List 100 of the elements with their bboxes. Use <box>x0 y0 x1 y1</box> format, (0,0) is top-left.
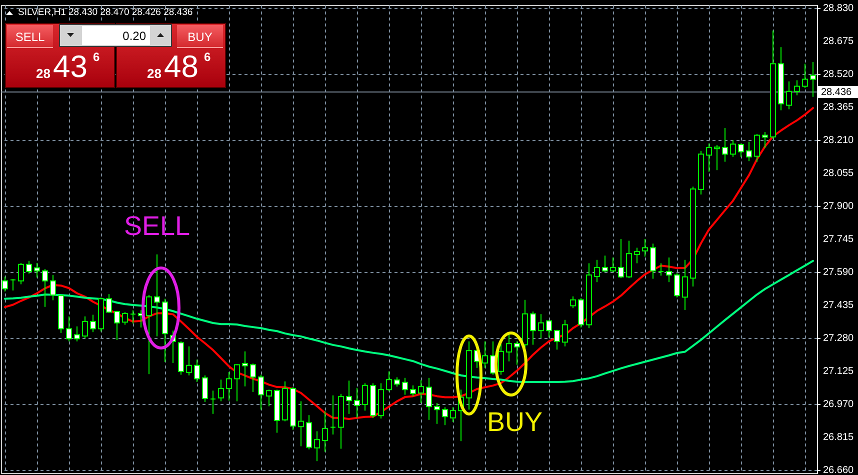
candlestick <box>226 371 232 402</box>
candlestick <box>514 340 520 366</box>
y-tick-label: 28.830 <box>823 3 854 14</box>
annotation: BUY <box>186 30 214 44</box>
y-tick-label: 27.590 <box>823 266 854 278</box>
candlestick <box>322 410 328 452</box>
candlestick <box>242 350 248 387</box>
candlestick <box>50 274 56 301</box>
candlestick <box>34 262 40 278</box>
candlestick <box>114 310 120 341</box>
candlestick <box>434 402 440 424</box>
ref-line-label: 28.436 <box>821 87 852 98</box>
candlestick <box>186 346 192 376</box>
candlestick <box>210 390 216 414</box>
candlestick <box>394 376 400 388</box>
annotation: 6 <box>93 50 100 64</box>
candlestick <box>554 329 560 350</box>
annotation: 28 <box>36 66 50 81</box>
candlestick <box>386 370 392 392</box>
candlestick <box>10 278 16 291</box>
candlestick <box>314 430 320 462</box>
candlestick <box>146 294 152 375</box>
annotation: BUY <box>487 407 543 437</box>
candlestick <box>674 272 680 298</box>
candlestick <box>218 379 224 402</box>
candlestick <box>570 296 576 309</box>
candlestick <box>18 262 24 285</box>
candlestick <box>682 259 688 311</box>
candlestick <box>2 276 8 292</box>
candlestick <box>802 63 808 88</box>
candlestick <box>410 384 416 397</box>
line-series <box>4 260 814 383</box>
candlestick <box>354 387 360 418</box>
candlestick <box>298 400 304 447</box>
y-tick-label: 28.210 <box>823 135 854 146</box>
annotation: SELL <box>14 30 46 44</box>
candlestick <box>266 389 272 407</box>
annotation: SELL <box>124 211 190 241</box>
candlestick <box>482 340 488 368</box>
candlestick <box>546 320 552 338</box>
candlestick <box>442 406 448 426</box>
candlestick <box>618 238 624 279</box>
candlestick <box>762 132 768 148</box>
candlestick <box>530 311 536 346</box>
candlestick <box>714 144 720 171</box>
candlestick <box>642 238 648 258</box>
y-tick-label: 28.675 <box>823 36 854 48</box>
candlestick <box>722 127 728 162</box>
candlestick <box>626 240 632 279</box>
candlestick <box>66 316 72 342</box>
candlestick <box>90 314 96 333</box>
candlestick <box>786 80 792 110</box>
annotation: 6 <box>204 50 211 64</box>
text-field: 0.20 <box>59 24 172 47</box>
candlestick <box>234 364 240 402</box>
y-tick-label: 28.365 <box>823 102 854 114</box>
candlestick <box>594 259 600 283</box>
y-tick-label: 27.280 <box>823 332 854 344</box>
chart-title: SILVER,H1 28.430 28.470 28.426 28.436 <box>18 7 193 18</box>
candlestick <box>130 310 136 324</box>
candlestick <box>738 142 744 158</box>
candlestick <box>42 268 48 308</box>
annotation: 0.20 <box>122 29 146 43</box>
candlestick <box>202 374 208 402</box>
y-tick-label: 26.815 <box>823 432 854 443</box>
candlestick <box>506 332 512 362</box>
candlestick <box>330 394 336 435</box>
candlestick <box>362 382 368 412</box>
y-tick-label: 28.520 <box>823 69 854 80</box>
y-tick-label: 26.970 <box>823 398 854 410</box>
candlestick <box>106 294 112 314</box>
annotation: 43 <box>53 49 88 84</box>
candlestick <box>418 380 424 404</box>
candlestick <box>666 257 672 283</box>
candlestick <box>426 377 432 420</box>
candlestick <box>154 254 160 337</box>
candlestick <box>250 362 256 392</box>
candlestick <box>746 141 752 162</box>
y-tick-label: 27.125 <box>823 366 854 377</box>
y-tick-label: 27.900 <box>823 201 854 212</box>
y-tick-label: 28.055 <box>823 168 854 180</box>
candlestick <box>402 377 408 396</box>
y-tick-label: 26.660 <box>823 464 854 475</box>
annotation: 48 <box>164 49 198 84</box>
candlestick <box>538 314 544 339</box>
candlestick <box>74 326 80 342</box>
candlestick <box>258 374 264 410</box>
candlestick <box>26 260 32 274</box>
candlestick <box>450 406 456 422</box>
candlestick <box>562 319 568 347</box>
y-tick-label: 27.435 <box>823 300 854 311</box>
candlestick <box>82 316 88 339</box>
candlestick <box>650 243 656 280</box>
candlestick <box>794 80 800 96</box>
candlestick <box>706 142 712 172</box>
candlestick <box>754 134 760 162</box>
candlestick <box>634 247 640 264</box>
candlestick <box>194 359 200 382</box>
y-tick-label: 27.745 <box>823 234 854 245</box>
candlestick <box>610 257 616 273</box>
